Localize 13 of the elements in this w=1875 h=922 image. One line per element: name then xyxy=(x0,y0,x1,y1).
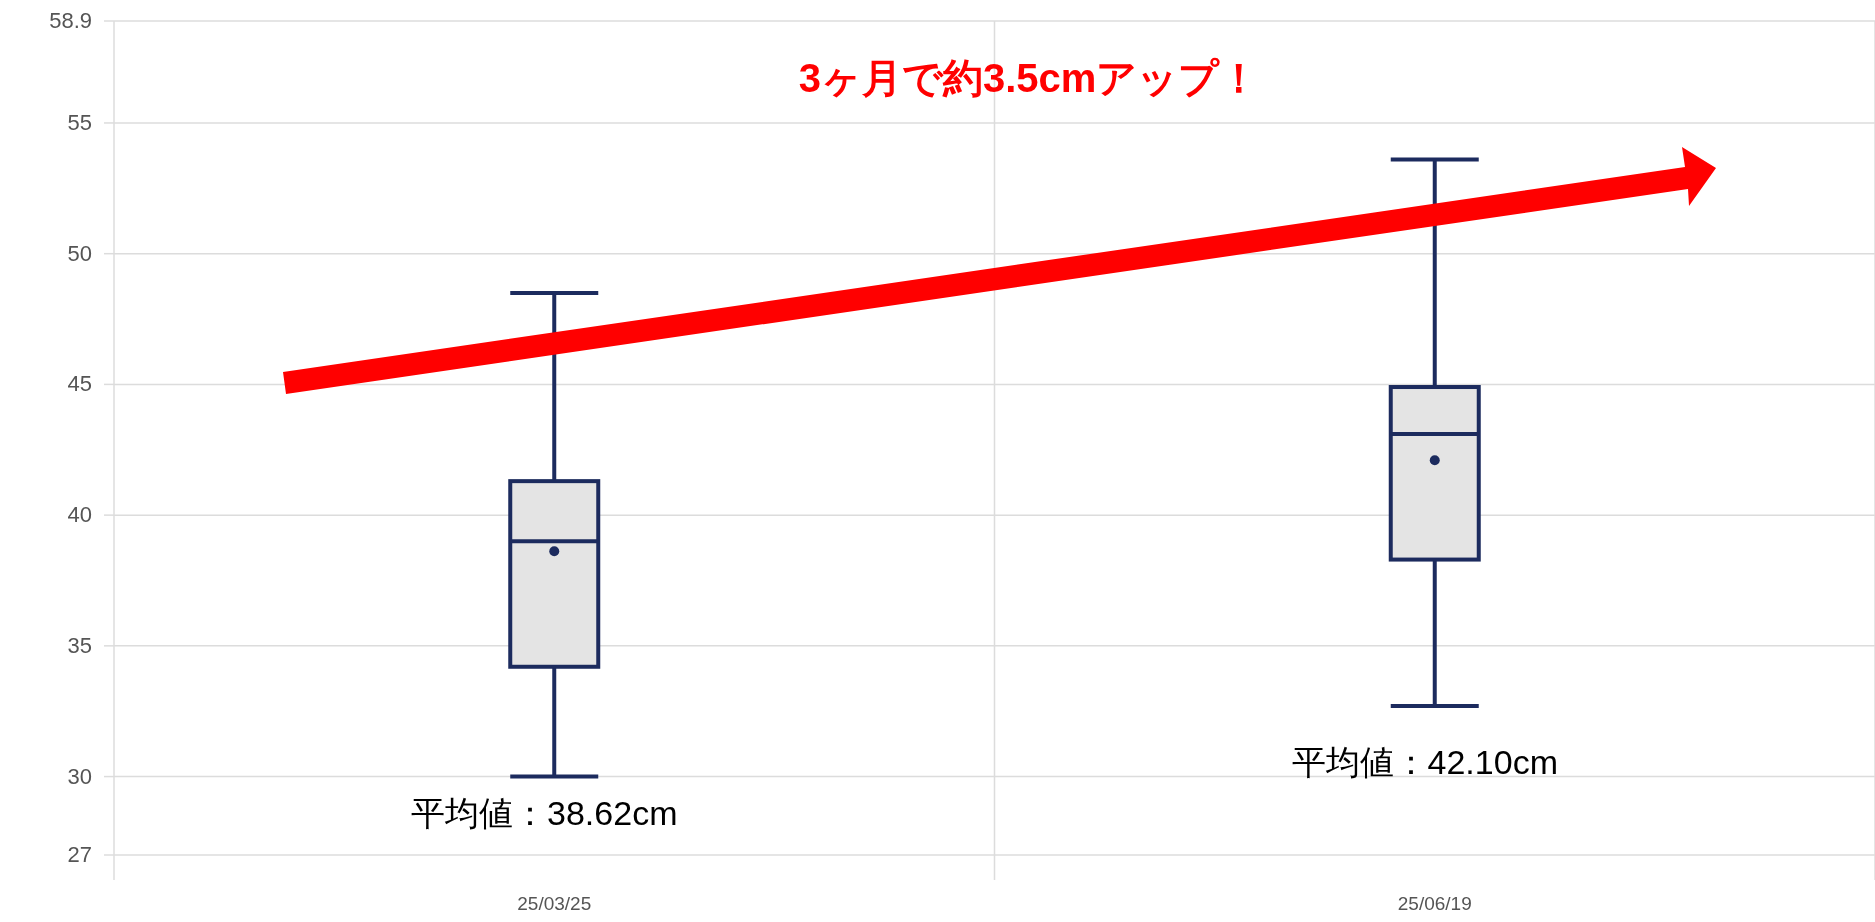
annotation: 平均値：38.62cm xyxy=(411,793,678,832)
y-tick-label: 58.9 xyxy=(49,8,92,33)
y-tick-label: 55 xyxy=(67,109,92,135)
x-tick-label: 25/03/25 xyxy=(517,893,592,914)
y-tick-label: 27 xyxy=(67,842,92,867)
y-tick-label: 30 xyxy=(67,763,92,789)
x-tick-label: 25/06/19 xyxy=(1397,893,1472,914)
y-tick-label: 45 xyxy=(67,371,92,397)
y-tick-label: 35 xyxy=(67,632,92,658)
y-tick-label: 50 xyxy=(67,240,92,266)
y-tick-label: 40 xyxy=(67,502,92,528)
text: 3ヶ月で約3.5cmアップ！ xyxy=(798,56,1260,100)
annotation: 平均値：42.10cm xyxy=(1291,742,1558,781)
